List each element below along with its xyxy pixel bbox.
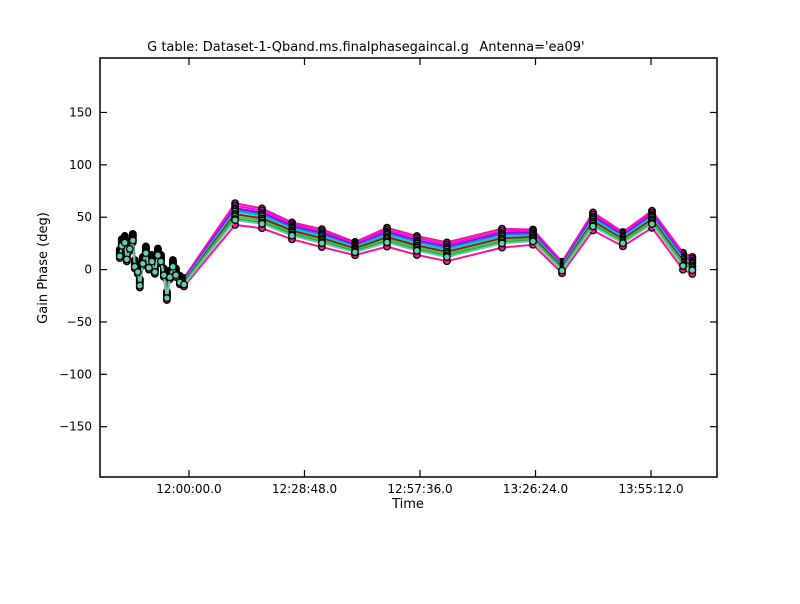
- data-point-marker: [133, 268, 142, 276]
- data-point-marker: [147, 257, 156, 266]
- data-point-marker: [412, 246, 421, 255]
- data-point-marker: [498, 239, 506, 248]
- data-point-marker: [180, 280, 188, 289]
- data-point-marker: [156, 257, 165, 266]
- data-point-marker: [153, 251, 162, 260]
- data-point-marker: [351, 248, 359, 257]
- data-series: [115, 199, 697, 304]
- data-point-marker: [168, 262, 177, 271]
- data-point-marker: [138, 259, 147, 268]
- y-tick-label: 0: [84, 263, 92, 277]
- y-tick-label: −150: [59, 420, 92, 434]
- y-tick-label: 100: [69, 158, 92, 172]
- data-point-marker: [141, 249, 150, 258]
- y-tick-label: −50: [67, 315, 92, 329]
- series-markers-spw-9: [115, 216, 697, 303]
- y-tick-label: 150: [69, 105, 92, 119]
- data-point-marker: [618, 239, 627, 248]
- data-point-marker: [442, 253, 451, 261]
- x-tick-label: 13:55:12.0: [618, 482, 683, 496]
- axes-frame: [99, 57, 718, 478]
- data-point-marker: [115, 252, 124, 261]
- data-point-marker: [122, 255, 131, 264]
- y-tick-label: −100: [59, 367, 92, 381]
- data-point-marker: [231, 216, 240, 225]
- y-tick-label: 50: [77, 210, 92, 224]
- axis-ticks: 12:00:00.0 12:28:48.0 12:57:36.0 13:26:24.0…: [59, 58, 717, 496]
- data-point-marker: [258, 219, 266, 228]
- data-point-marker: [125, 244, 134, 253]
- data-point-marker: [648, 220, 656, 228]
- data-point-marker: [171, 271, 180, 280]
- y-axis-title: Gain Phase (deg): [36, 212, 51, 324]
- data-point-marker: [162, 294, 171, 303]
- chart-title: G table: Dataset-1-Qband.ms.finalphasega…: [147, 40, 469, 55]
- chart-title-antenna: Antenna='ea09': [479, 40, 584, 55]
- data-point-marker: [589, 222, 597, 231]
- data-point-marker: [144, 263, 153, 272]
- data-point-marker: [317, 239, 326, 248]
- data-point-marker: [120, 238, 129, 247]
- x-tick-label: 13:26:24.0: [503, 482, 568, 496]
- data-point-marker: [288, 231, 296, 240]
- data-point-marker: [150, 268, 159, 276]
- data-point-marker: [383, 238, 391, 247]
- data-point-marker: [558, 266, 566, 275]
- data-point-marker: [688, 266, 697, 275]
- x-tick-label: 12:57:36.0: [387, 482, 452, 496]
- data-point-marker: [135, 281, 144, 290]
- x-axis-title: Time: [391, 497, 424, 512]
- data-point-marker: [128, 236, 137, 245]
- data-point-marker: [679, 261, 687, 270]
- x-tick-label: 12:00:00.0: [156, 482, 221, 496]
- data-point-marker: [529, 237, 537, 246]
- plot-area: [100, 58, 717, 477]
- x-tick-label: 12:28:48.0: [272, 482, 337, 496]
